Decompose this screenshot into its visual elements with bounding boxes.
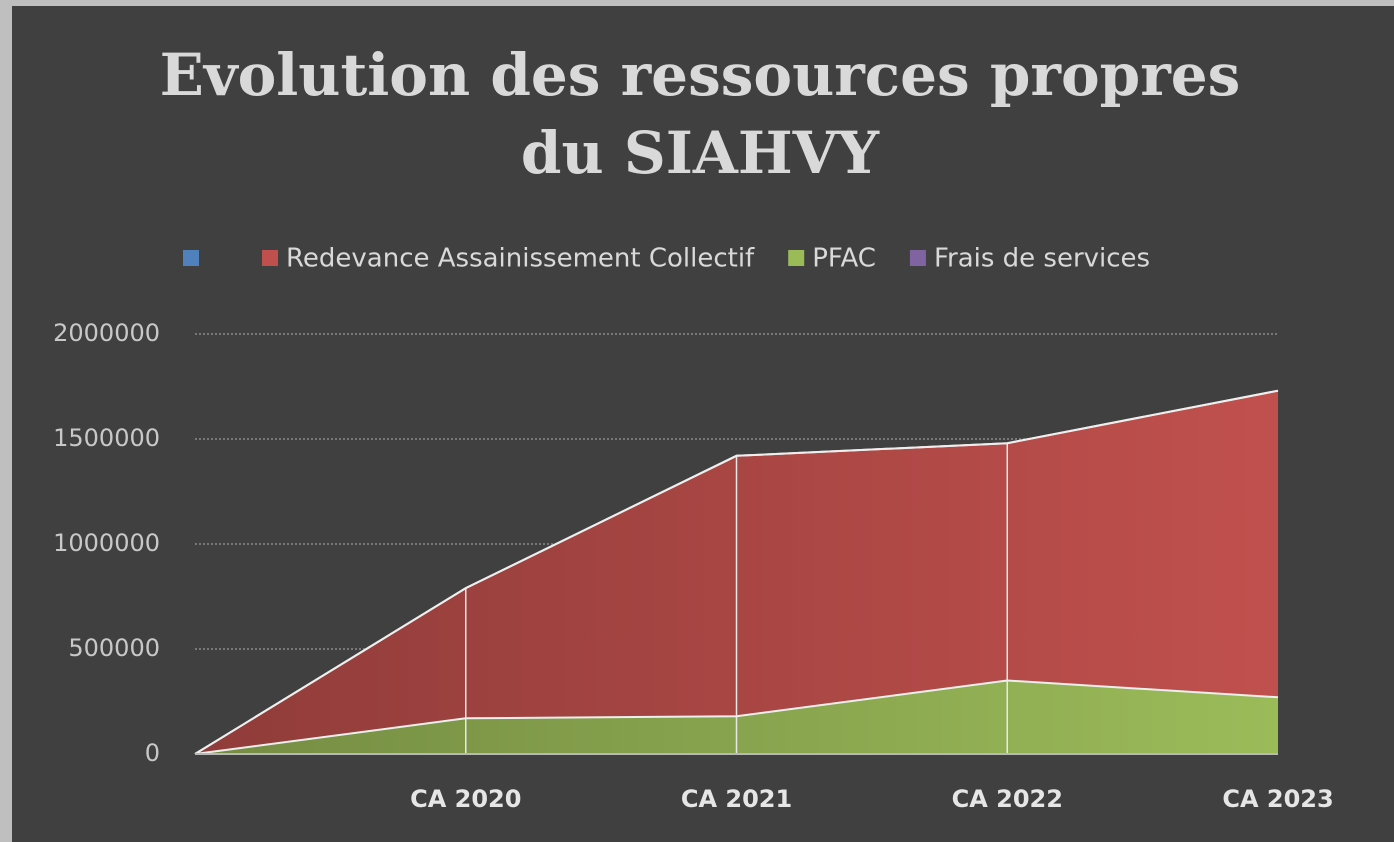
area-edge	[194, 389, 1279, 755]
legend-swatch	[788, 250, 805, 266]
y-tick-label: 500000	[68, 634, 160, 662]
y-tick-label: 1000000	[53, 529, 160, 557]
legend-swatch	[262, 250, 278, 266]
chart-title: Evolution des ressources propres du SIAH…	[159, 41, 1241, 187]
y-tick-label: 0	[145, 739, 160, 767]
x-tick-label: CA 2022	[952, 785, 1063, 813]
x-tick-label: CA 2021	[681, 785, 792, 813]
legend-swatch	[183, 250, 199, 266]
y-tick-label: 2000000	[53, 319, 160, 347]
legend-label: PFAC	[812, 244, 876, 274]
y-tick-label: 1500000	[53, 424, 160, 452]
x-tick-label: CA 2020	[410, 785, 521, 813]
legend-swatch	[909, 250, 926, 266]
x-tick-label: CA 2023	[1222, 785, 1333, 813]
legend-label: Frais de services	[934, 244, 1150, 274]
legend-label: Redevance Assainissement Collectif	[286, 244, 755, 274]
